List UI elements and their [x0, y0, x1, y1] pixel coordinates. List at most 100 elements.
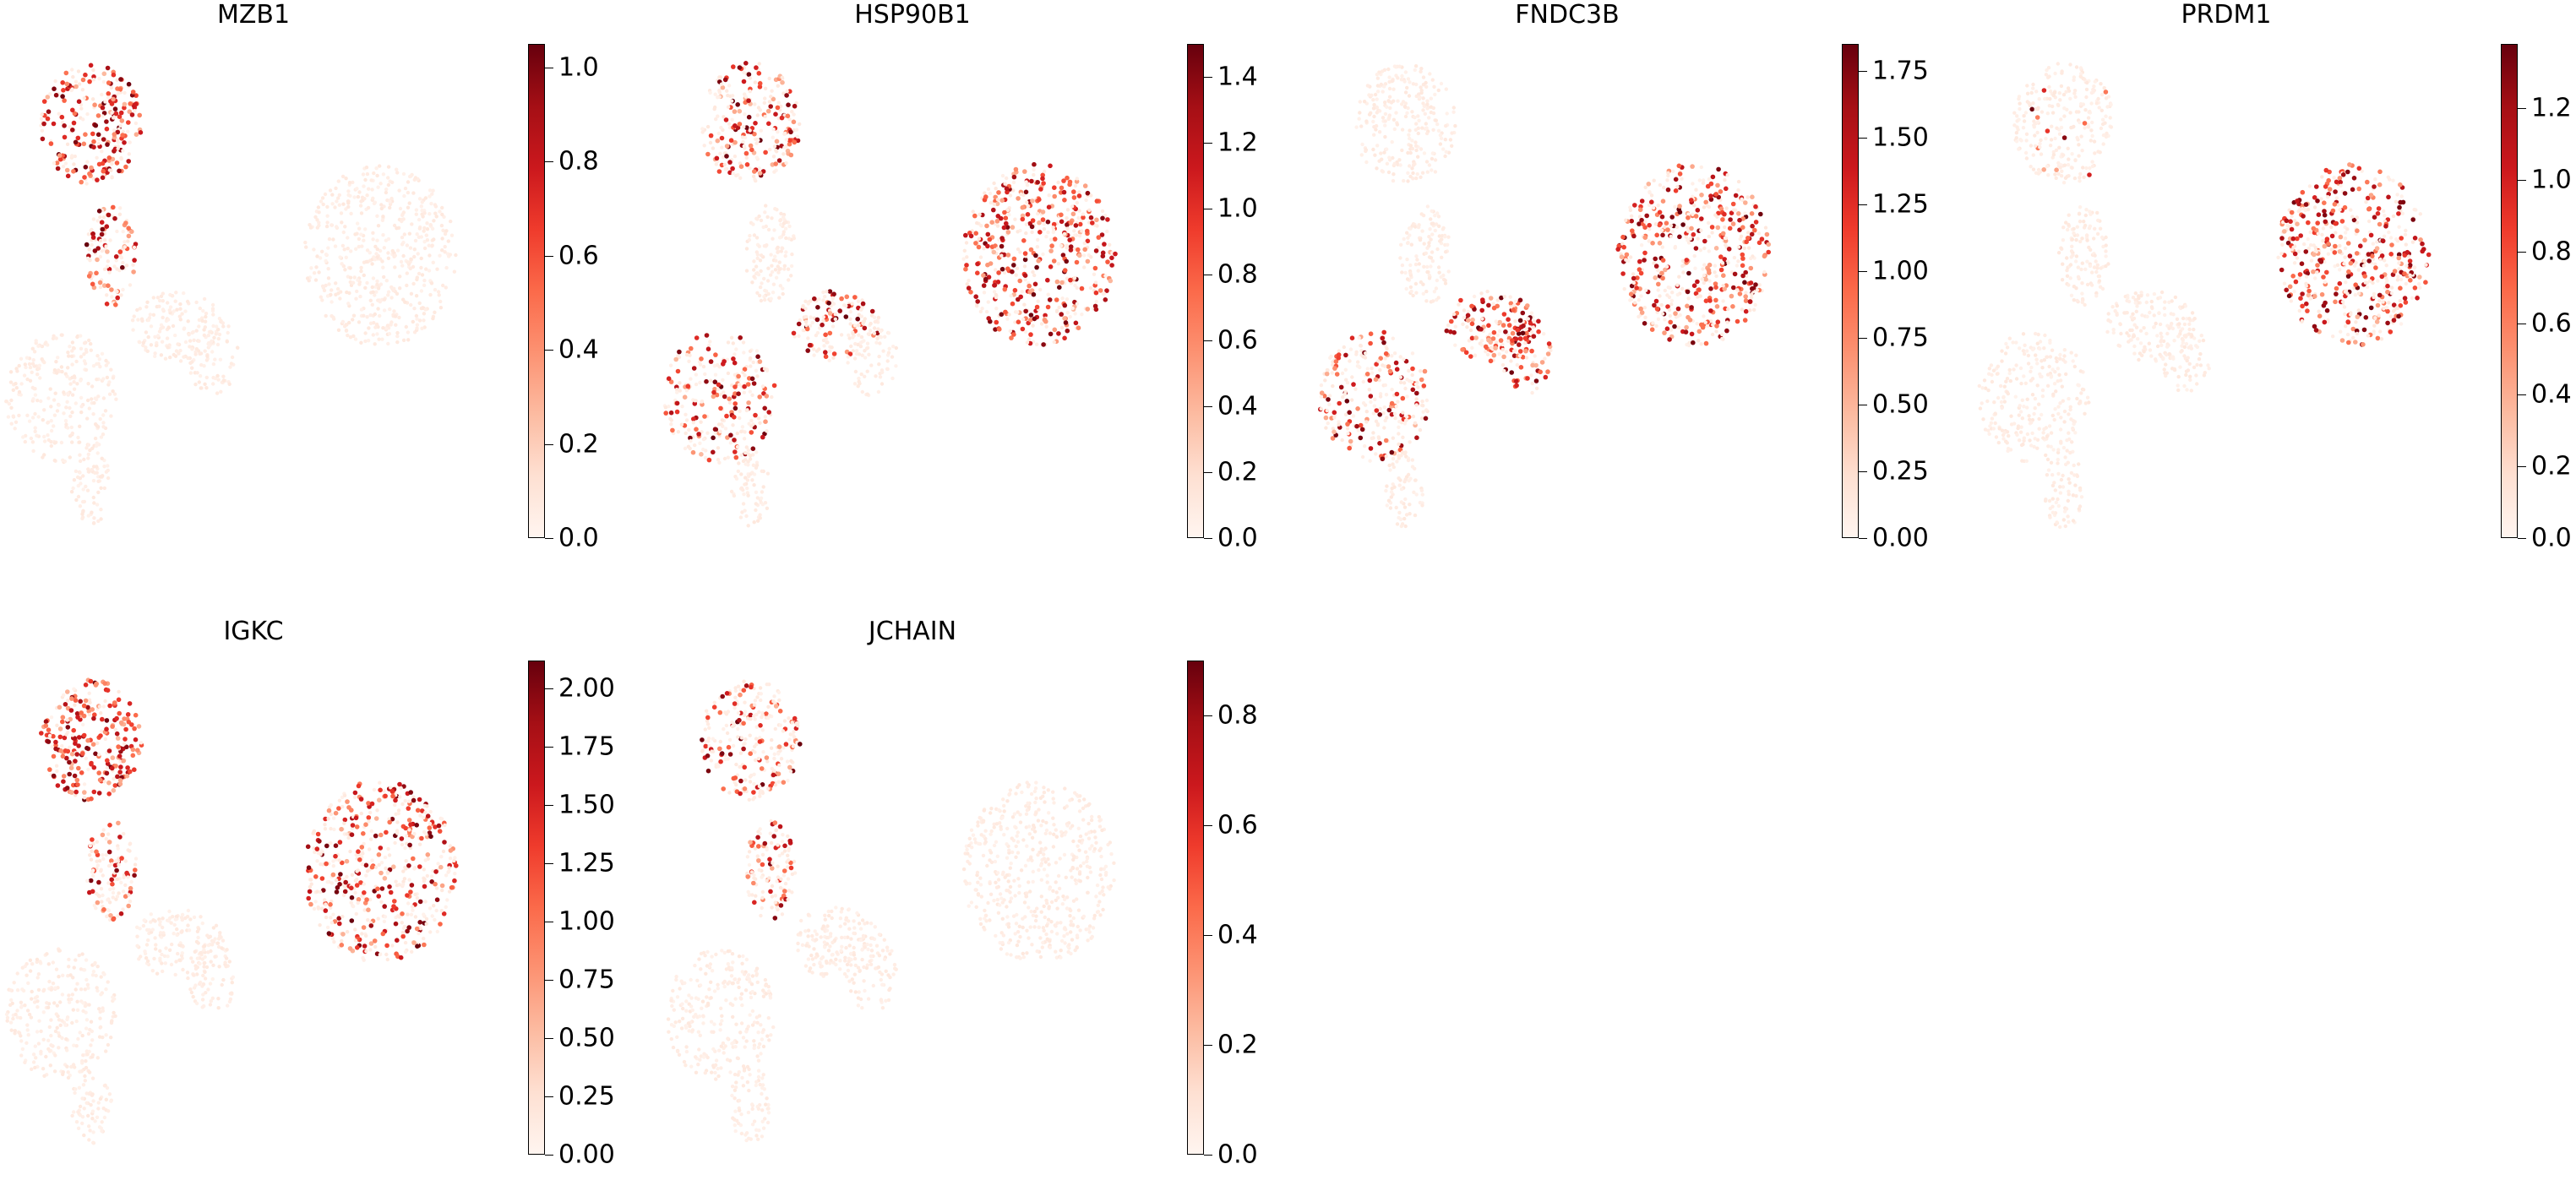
cell-point — [161, 299, 165, 303]
cell-point — [999, 266, 1005, 272]
cell-point — [772, 228, 776, 232]
cell-point — [211, 313, 215, 317]
cell-point — [1737, 217, 1742, 223]
colorbar-tick-label: 1.75 — [1872, 56, 1929, 86]
cell-point — [359, 269, 363, 274]
cell-point — [2086, 124, 2090, 128]
cell-point — [1386, 364, 1391, 369]
cell-point — [739, 472, 743, 476]
cell-point — [789, 264, 794, 269]
cell-point — [794, 128, 799, 132]
cell-point — [716, 458, 721, 462]
cell-point — [333, 205, 337, 209]
cell-point — [2159, 331, 2163, 335]
cell-point — [102, 267, 107, 271]
cell-point — [776, 270, 781, 275]
cell-point — [415, 275, 419, 280]
cell-point — [758, 516, 762, 520]
cell-point — [70, 340, 75, 345]
cell-point — [1504, 350, 1509, 354]
cell-point — [2084, 87, 2089, 92]
cell-point — [1002, 209, 1007, 215]
cell-point — [2119, 331, 2123, 336]
cell-point — [2140, 353, 2144, 357]
cell-point — [229, 362, 234, 366]
panel-title: MZB1 — [216, 0, 291, 30]
cell-point — [77, 440, 82, 444]
cell-point — [373, 258, 378, 262]
cell-point — [126, 226, 131, 231]
cell-point — [448, 253, 453, 257]
cell-point — [1509, 359, 1513, 363]
cell-point — [1397, 456, 1401, 460]
cell-point — [1103, 213, 1108, 218]
cell-point — [738, 176, 743, 180]
cell-point — [1702, 246, 1707, 251]
cell-point — [81, 141, 87, 147]
cell-point — [1358, 365, 1362, 370]
cell-point — [2075, 298, 2079, 303]
cell-point — [1515, 362, 1519, 367]
cell-point — [1009, 335, 1014, 340]
cell-point — [1667, 337, 1672, 342]
cell-point — [155, 296, 161, 300]
cell-point — [1656, 317, 1661, 321]
cell-point — [1470, 317, 1475, 323]
cell-point — [157, 329, 162, 334]
cell-point — [719, 392, 723, 397]
cell-point — [1652, 261, 1656, 265]
cell-point — [379, 182, 383, 186]
cell-point — [1713, 270, 1717, 275]
cell-point — [1424, 131, 1430, 136]
cell-point — [1343, 367, 1348, 372]
cell-point — [1673, 188, 1679, 193]
cell-point — [2127, 340, 2131, 344]
cell-point — [887, 346, 891, 351]
cell-point — [1675, 185, 1680, 189]
cell-point — [1469, 303, 1474, 309]
cell-point — [378, 313, 382, 318]
cell-point — [42, 453, 46, 457]
cell-point — [123, 240, 127, 244]
cell-point — [1375, 76, 1381, 80]
cell-point — [2036, 120, 2040, 124]
cell-point — [857, 333, 861, 337]
cell-point — [1628, 291, 1634, 297]
cell-point — [1093, 307, 1099, 313]
cell-point — [86, 452, 91, 457]
cell-point — [401, 338, 406, 342]
cell-point — [86, 382, 90, 386]
cell-point — [1740, 273, 1745, 279]
cell-point — [722, 359, 727, 364]
cell-point — [2094, 294, 2099, 298]
cell-point — [1400, 73, 1404, 79]
cell-point — [111, 389, 115, 394]
cell-point — [1412, 490, 1416, 494]
cell-point — [72, 111, 78, 117]
cell-point — [2194, 373, 2198, 378]
cell-point — [859, 334, 864, 340]
cell-point — [2155, 334, 2159, 338]
cell-point — [1499, 295, 1504, 301]
cell-point — [1408, 150, 1413, 155]
cell-point — [1713, 297, 1718, 303]
cell-point — [744, 162, 750, 167]
cell-point — [428, 212, 432, 216]
cell-point — [1082, 253, 1086, 258]
cell-point — [674, 388, 679, 392]
cell-point — [765, 215, 770, 220]
cell-point — [366, 339, 371, 343]
cell-point — [1637, 297, 1641, 302]
cell-point — [104, 302, 110, 307]
cell-point — [964, 263, 969, 268]
cell-point — [357, 320, 362, 324]
cell-point — [371, 237, 375, 242]
cell-point — [1034, 264, 1039, 270]
cell-point — [131, 263, 135, 267]
cell-point — [1075, 286, 1079, 291]
cell-point — [1699, 165, 1703, 170]
cell-point — [743, 508, 747, 513]
cell-point — [114, 397, 118, 401]
cell-point — [368, 251, 372, 255]
cell-point — [1061, 178, 1066, 183]
